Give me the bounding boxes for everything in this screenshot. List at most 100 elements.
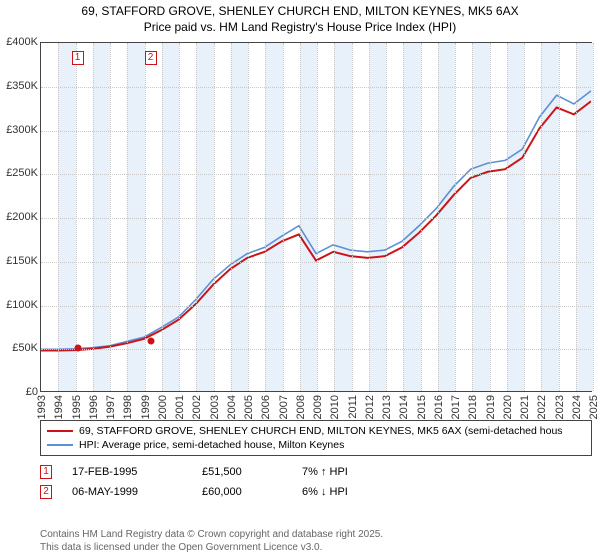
gridline-h [41,306,591,307]
x-axis-label: 2022 [536,395,548,419]
gridline-v [196,43,197,391]
gridline-v [162,43,163,391]
legend-label-hpi: HPI: Average price, semi-detached house,… [79,439,344,451]
gridline-v [438,43,439,391]
gridline-h [41,174,591,175]
legend-item-hpi: HPI: Average price, semi-detached house,… [47,438,585,452]
x-axis-label: 2011 [347,395,359,419]
title-line-2: Price paid vs. HM Land Registry's House … [10,20,590,36]
sales-table: 117-FEB-1995£51,5007% ↑ HPI206-MAY-1999£… [40,462,592,502]
series-property [41,101,591,350]
gridline-v [179,43,180,391]
x-axis-label: 2005 [243,395,255,419]
gridline-v [334,43,335,391]
x-axis-label: 2008 [295,395,307,419]
gridline-v [507,43,508,391]
gridline-h [41,349,591,350]
x-axis-label: 2006 [260,395,272,419]
x-axis-label: 2002 [191,395,203,419]
x-axis-label: 2004 [226,395,238,419]
sale-marker-box: 1 [72,51,84,65]
y-axis-label: £200K [0,211,38,223]
gridline-v [145,43,146,391]
gridline-v [576,43,577,391]
x-axis-label: 1995 [71,395,83,419]
x-axis-label: 2025 [588,395,600,419]
x-axis-label: 2013 [381,395,393,419]
gridline-v [231,43,232,391]
x-axis-label: 2000 [157,395,169,419]
x-axis-label: 2016 [433,395,445,419]
gridline-v [265,43,266,391]
x-axis-label: 2009 [312,395,324,419]
gridline-v [352,43,353,391]
x-axis-label: 1993 [36,395,48,419]
gridline-v [490,43,491,391]
sale-row: 206-MAY-1999£60,0006% ↓ HPI [40,482,592,502]
sale-price: £60,000 [202,486,282,498]
gridline-v [300,43,301,391]
y-axis-label: £350K [0,80,38,92]
legend-swatch-hpi [47,444,73,446]
gridline-v [93,43,94,391]
x-axis-label: 2018 [467,395,479,419]
footer-line-2: This data is licensed under the Open Gov… [40,541,383,554]
sale-date: 06-MAY-1999 [72,486,182,498]
title-line-1: 69, STAFFORD GROVE, SHENLEY CHURCH END, … [10,4,590,20]
gridline-v [369,43,370,391]
gridline-v [472,43,473,391]
gridline-v [421,43,422,391]
x-axis-label: 1996 [88,395,100,419]
sale-row-marker: 2 [40,485,52,499]
y-axis-label: £400K [0,36,38,48]
legend-label-property: 69, STAFFORD GROVE, SHENLEY CHURCH END, … [79,425,563,437]
gridline-h [41,218,591,219]
x-axis-label: 2024 [571,395,583,419]
sale-marker-box: 2 [145,51,157,65]
gridline-v [283,43,284,391]
legend: 69, STAFFORD GROVE, SHENLEY CHURCH END, … [40,420,592,456]
x-axis-label: 1999 [140,395,152,419]
x-axis-label: 2015 [416,395,428,419]
x-axis-label: 2023 [554,395,566,419]
gridline-v [214,43,215,391]
footer-line-1: Contains HM Land Registry data © Crown c… [40,528,383,541]
x-axis-label: 2014 [398,395,410,419]
gridline-h [41,262,591,263]
sale-dot [147,337,154,344]
x-axis-label: 2003 [209,395,221,419]
x-axis-label: 2021 [519,395,531,419]
gridline-v [76,43,77,391]
gridline-v [559,43,560,391]
gridline-v [403,43,404,391]
x-axis-label: 2017 [450,395,462,419]
gridline-v [386,43,387,391]
sale-delta: 7% ↑ HPI [302,466,382,478]
gridline-v [455,43,456,391]
y-axis-label: £300K [0,124,38,136]
y-axis-label: £50K [0,342,38,354]
chart-svg [41,43,591,391]
y-axis-label: £100K [0,299,38,311]
x-axis-label: 2012 [364,395,376,419]
x-axis-label: 1998 [122,395,134,419]
x-axis-label: 2020 [502,395,514,419]
y-axis-label: £250K [0,167,38,179]
gridline-v [317,43,318,391]
gridline-v [248,43,249,391]
gridline-v [110,43,111,391]
gridline-v [593,43,594,391]
sale-row-marker: 1 [40,465,52,479]
gridline-v [541,43,542,391]
y-axis-label: £0 [0,386,38,398]
x-axis-label: 2001 [174,395,186,419]
gridline-h [41,87,591,88]
gridline-v [127,43,128,391]
sale-dot [74,344,81,351]
footer-attribution: Contains HM Land Registry data © Crown c… [40,528,383,554]
gridline-h [41,131,591,132]
legend-swatch-property [47,430,73,432]
y-axis-label: £150K [0,255,38,267]
sale-price: £51,500 [202,466,282,478]
x-axis-label: 1994 [53,395,65,419]
